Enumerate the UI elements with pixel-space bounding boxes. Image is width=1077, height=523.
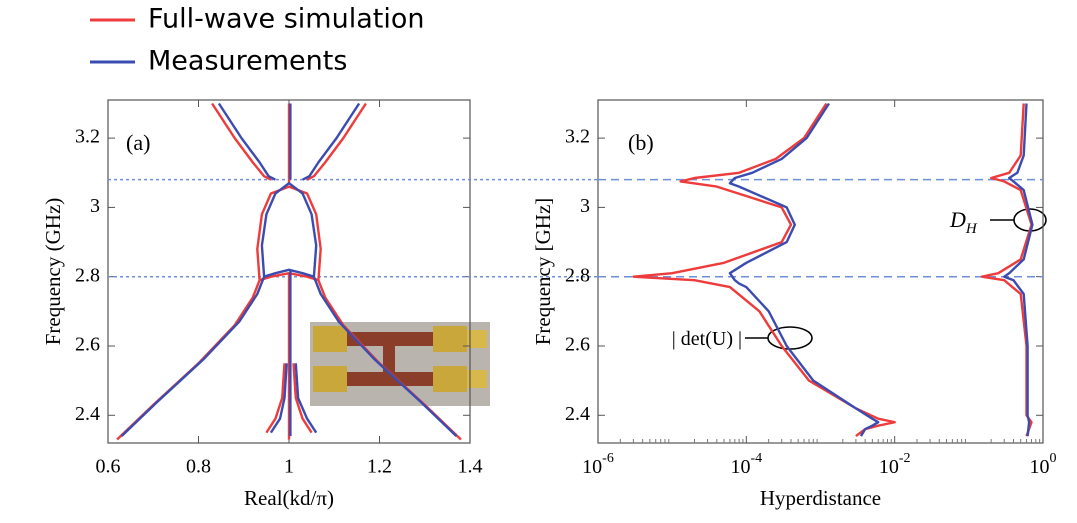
series-line	[728, 102, 1034, 437]
y-axis-label: Frequency (GHz)	[41, 198, 65, 346]
y-tick-label: 2.4	[565, 403, 590, 425]
x-tick-exponent: 0	[1050, 451, 1057, 466]
annotation-dh-sub: H	[965, 221, 978, 237]
x-tick-base: 10	[879, 456, 899, 478]
x-axis-label: Real(kd/π)	[244, 486, 334, 510]
legend-label: Full-wave simulation	[148, 4, 424, 35]
y-tick-label: 2.8	[565, 264, 590, 286]
panel-label: (b)	[628, 130, 654, 155]
x-tick-label: 10-4	[730, 451, 762, 477]
y-tick-label: 2.8	[75, 264, 100, 286]
y-tick-label: 3.2	[75, 126, 100, 148]
series-line	[116, 102, 462, 441]
x-tick-exponent: -6	[602, 451, 614, 466]
y-tick-label: 3	[580, 195, 590, 217]
y-tick-label: 3	[90, 195, 100, 217]
series-group	[632, 102, 1034, 438]
plot-frame	[597, 99, 1044, 444]
x-tick-exponent: -4	[750, 451, 762, 466]
y-tick-label: 2.6	[565, 334, 590, 356]
annotation-dh: DH	[949, 207, 978, 237]
panel-label: (a)	[126, 130, 150, 155]
x-axis-label: Hyperdistance	[760, 486, 881, 510]
y-tick-label: 2.6	[75, 334, 100, 356]
annotation-det: | det(U) |	[672, 328, 742, 350]
x-tick-label: 10-6	[582, 451, 614, 477]
x-tick-label: 10-2	[879, 451, 911, 477]
x-tick-label: 1.2	[367, 456, 392, 478]
legend-label: Measurements	[148, 46, 347, 77]
x-tick-base: 10	[1030, 456, 1050, 478]
x-tick-label: 100	[1030, 451, 1057, 477]
x-tick-exponent: -2	[899, 451, 911, 466]
series-group	[116, 102, 462, 441]
y-axis-label: Frequency [GHz]	[531, 198, 555, 346]
x-tick-label: 1.4	[458, 456, 483, 478]
x-tick-label: 0.6	[96, 456, 121, 478]
y-tick-label: 2.4	[75, 403, 100, 425]
x-tick-base: 10	[582, 456, 602, 478]
x-tick-label: 0.8	[186, 456, 211, 478]
annotation-dh-main: D	[949, 207, 966, 232]
x-tick-base: 10	[730, 456, 750, 478]
series-line	[120, 102, 458, 437]
y-tick-label: 3.2	[565, 126, 590, 148]
x-tick-label: 1	[284, 456, 294, 478]
series-line	[632, 102, 1033, 438]
inset-photo	[310, 322, 490, 406]
